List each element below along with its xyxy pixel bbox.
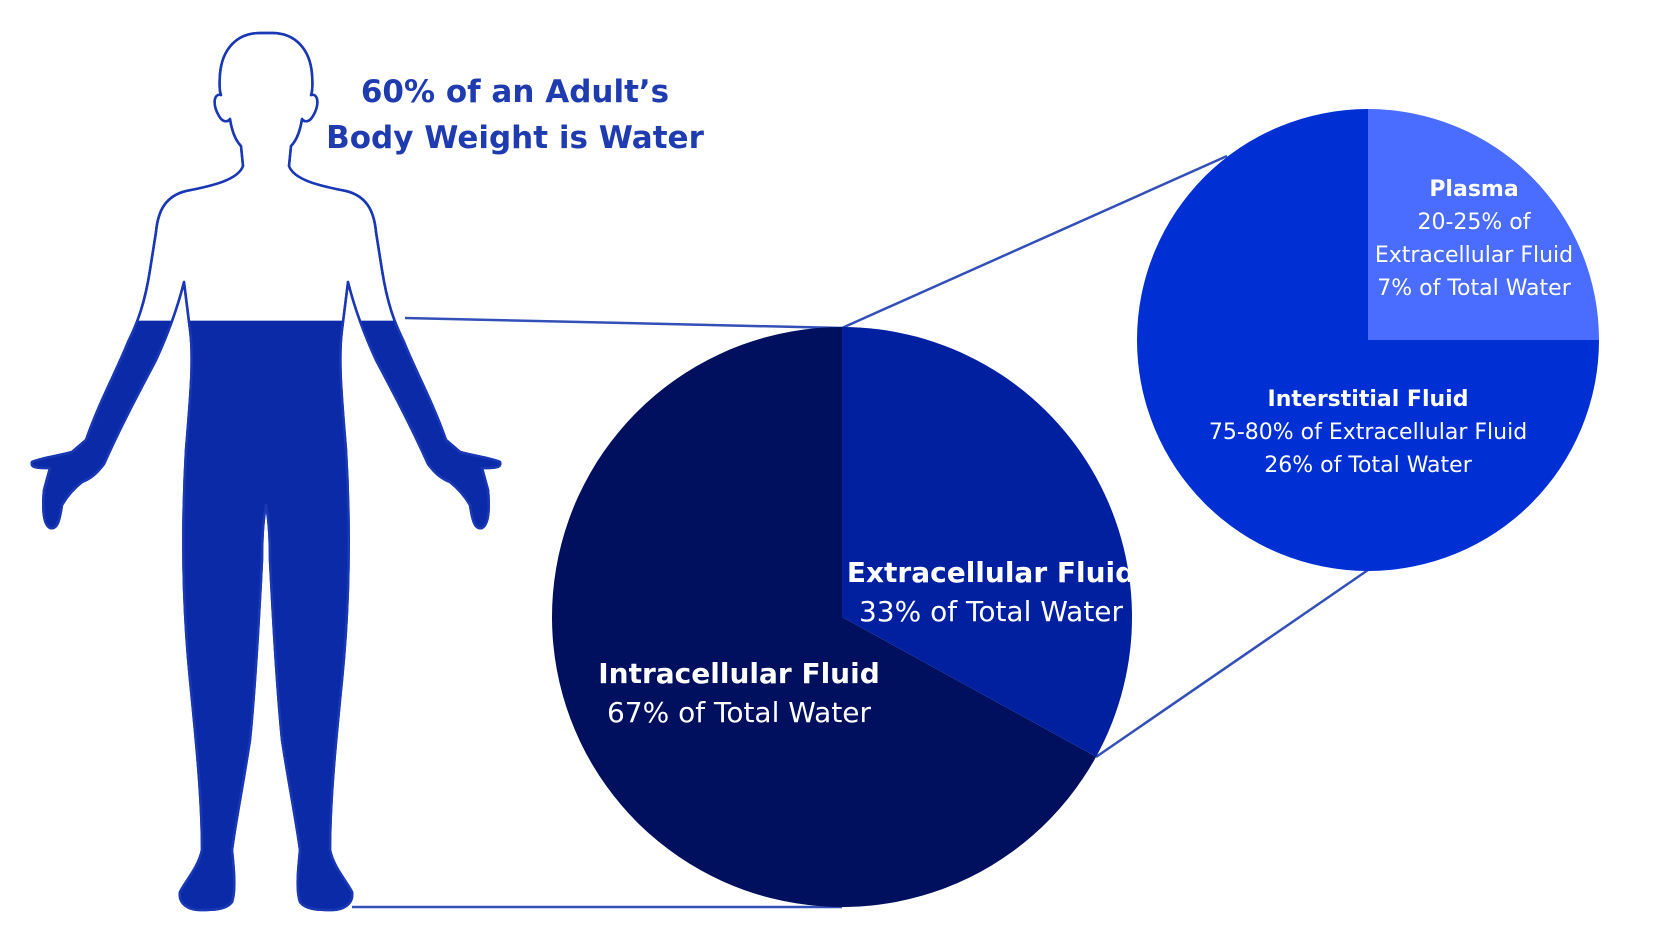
label-extracellular-percent: 33% of Total Water [859,595,1124,628]
extracellular-pie: Plasma 20-25% of Extracellular Fluid 7% … [1137,109,1599,571]
connector-body-to-pie-top [404,316,843,330]
pie-slice-plasma [1368,109,1599,340]
label-interstitial-total: 26% of Total Water [1264,453,1472,478]
human-silhouette [30,31,502,912]
total-water-pie: Extracellular Fluid 33% of Total Water I… [551,327,1135,907]
connector-ecf-to-zoom-bottom [1095,568,1369,759]
label-plasma: Plasma [1429,177,1518,202]
connector-ecf-to-zoom-top [841,154,1228,330]
label-plasma-range: 20-25% of [1417,210,1531,235]
headline-line-2: Body Weight is Water [326,120,704,156]
label-interstitial: Interstitial Fluid [1268,387,1469,412]
label-intracellular-percent: 67% of Total Water [607,696,872,729]
label-extracellular: Extracellular Fluid [847,556,1135,589]
headline-line-1: 60% of an Adult’s [361,74,669,110]
body-water-fill [31,320,501,910]
label-interstitial-range: 75-80% of Extracellular Fluid [1209,420,1527,445]
connector-lines [352,154,1369,909]
label-plasma-total: 7% of Total Water [1377,276,1571,301]
pie-slice-extracellular [842,327,1132,757]
label-plasma-of-ecf: Extracellular Fluid [1375,243,1573,268]
pie-slice-intracellular [551,327,1097,907]
label-intracellular: Intracellular Fluid [598,657,880,690]
